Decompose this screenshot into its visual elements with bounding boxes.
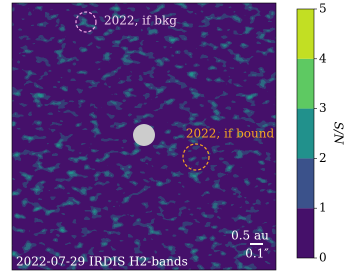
bkg-position: [75, 11, 97, 33]
bound-position: [182, 143, 210, 171]
colorbar-band: [297, 108, 314, 159]
scale-au: 0.5 au: [231, 229, 269, 243]
colorbar-tick-label: 2: [319, 151, 327, 165]
colorbar-band: [297, 9, 314, 59]
map-frame: [11, 2, 277, 271]
colorbar-frame: [296, 8, 315, 259]
star-mask: [133, 124, 155, 146]
colorbar-band: [297, 58, 314, 109]
colorbar-tick-label: 1: [319, 201, 327, 215]
caption: 2022-07-29 IRDIS H2-bands: [16, 255, 188, 269]
colorbar-label: S/N: [332, 122, 346, 145]
colorbar-tick-label: 5: [319, 2, 327, 16]
colorbar-tick-label: 3: [319, 101, 327, 115]
colorbar-tick-label: 4: [319, 51, 327, 65]
scale-arcsec: 0.1″: [245, 247, 269, 261]
bound-label: 2022, if bound: [186, 127, 275, 141]
colorbar-band: [297, 208, 314, 258]
colorbar: 0 1 2 3 4 5: [296, 2, 327, 265]
colorbar-tick-label: 0: [319, 251, 327, 265]
snr-map: [12, 3, 276, 270]
bkg-label: 2022, if bkg: [104, 14, 177, 28]
colorbar-band: [297, 158, 314, 209]
